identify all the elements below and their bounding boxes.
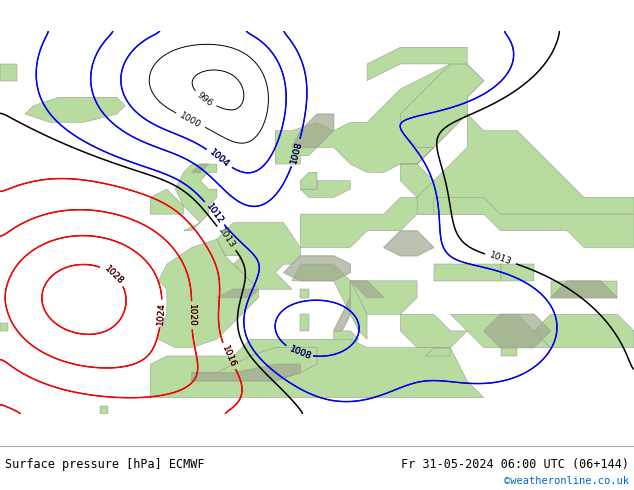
Polygon shape (550, 281, 618, 297)
Polygon shape (417, 114, 634, 214)
Text: 1008: 1008 (288, 141, 304, 165)
Polygon shape (351, 281, 417, 314)
Polygon shape (401, 64, 484, 147)
Polygon shape (100, 406, 108, 415)
Polygon shape (434, 264, 500, 281)
Polygon shape (158, 239, 259, 347)
Text: 1020: 1020 (187, 304, 197, 327)
Polygon shape (175, 164, 217, 231)
Text: ©weatheronline.co.uk: ©weatheronline.co.uk (504, 476, 629, 487)
Text: 1013: 1013 (216, 226, 236, 250)
Text: 1028: 1028 (102, 264, 125, 286)
Polygon shape (333, 281, 351, 331)
Polygon shape (451, 314, 550, 347)
Polygon shape (484, 314, 550, 347)
Text: Fr 31-05-2024 06:00 UTC (06+144): Fr 31-05-2024 06:00 UTC (06+144) (401, 458, 629, 470)
Polygon shape (550, 281, 618, 297)
Text: 996: 996 (195, 90, 214, 108)
Polygon shape (301, 181, 351, 197)
Text: 1024: 1024 (157, 302, 167, 325)
Text: 1008: 1008 (288, 344, 313, 362)
Polygon shape (217, 222, 301, 289)
Polygon shape (367, 47, 467, 81)
Polygon shape (351, 281, 384, 297)
Text: 1004: 1004 (207, 147, 231, 169)
Polygon shape (275, 64, 484, 172)
Polygon shape (301, 172, 317, 189)
Text: Surface pressure [hPa] ECMWF: Surface pressure [hPa] ECMWF (5, 458, 205, 470)
Text: 1013: 1013 (488, 251, 513, 267)
Text: 1012: 1012 (204, 201, 225, 225)
Text: 1024: 1024 (157, 302, 167, 325)
Polygon shape (150, 339, 484, 398)
Text: 1020: 1020 (187, 304, 197, 327)
Polygon shape (192, 164, 209, 172)
Polygon shape (401, 164, 434, 197)
Text: 1012: 1012 (204, 201, 225, 225)
Polygon shape (292, 264, 367, 339)
Text: 1008: 1008 (288, 344, 313, 362)
Polygon shape (301, 314, 309, 331)
Text: 1008: 1008 (288, 141, 304, 165)
Polygon shape (0, 322, 8, 331)
Polygon shape (500, 347, 517, 356)
Text: 1028: 1028 (102, 264, 125, 286)
Polygon shape (192, 347, 317, 381)
Polygon shape (425, 347, 451, 356)
Polygon shape (401, 314, 467, 347)
Polygon shape (534, 314, 634, 347)
Polygon shape (25, 98, 125, 122)
Text: 1000: 1000 (178, 111, 203, 129)
Text: 1016: 1016 (220, 344, 238, 368)
Polygon shape (301, 197, 434, 247)
Polygon shape (384, 231, 434, 256)
Text: 1016: 1016 (220, 344, 238, 368)
Polygon shape (217, 289, 259, 297)
Polygon shape (192, 364, 301, 381)
Polygon shape (0, 64, 16, 81)
Polygon shape (333, 331, 359, 347)
Polygon shape (500, 264, 534, 281)
Polygon shape (301, 289, 309, 297)
Polygon shape (150, 189, 183, 214)
Polygon shape (401, 98, 467, 164)
Text: 1004: 1004 (207, 147, 231, 169)
Polygon shape (292, 114, 333, 147)
Polygon shape (283, 256, 351, 281)
Polygon shape (434, 197, 634, 247)
